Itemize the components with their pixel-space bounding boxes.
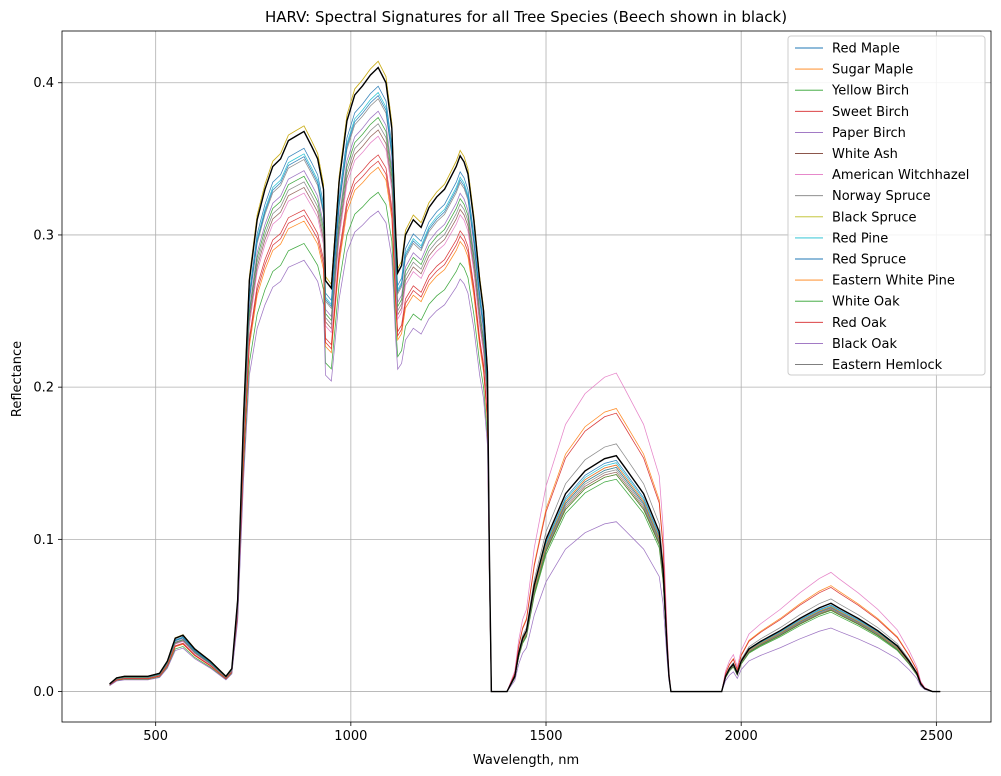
legend-label: Red Oak: [832, 316, 887, 331]
legend-label: Sugar Maple: [832, 63, 913, 78]
x-tick-label: 1000: [334, 729, 367, 744]
y-tick-label: 0.2: [33, 381, 54, 396]
legend-label: Paper Birch: [832, 126, 906, 141]
legend-label: Red Maple: [832, 42, 900, 57]
series-line-eastern-hemlock: [109, 123, 941, 692]
x-tick-label: 2000: [725, 729, 758, 744]
series-line-yellow-birch: [109, 191, 941, 692]
legend-label: White Ash: [832, 147, 898, 162]
plot-frame: [61, 30, 992, 723]
y-tick-label: 0.1: [33, 533, 54, 548]
tick-layer: 500 1000 1500 2000 2500 0.0 0.1 0.2 0.3 0.4: [33, 76, 953, 744]
legend-label: Black Spruce: [832, 210, 917, 225]
legend-label: Black Oak: [832, 337, 898, 352]
legend-box: [787, 35, 986, 376]
legend-label: White Oak: [832, 295, 900, 310]
y-tick-label: 0.0: [33, 685, 54, 700]
series-line-white-oak: [109, 116, 941, 692]
series-line-beech: [109, 66, 941, 693]
y-axis-label: Reflectance: [10, 341, 25, 417]
x-tick-label: 2500: [920, 729, 953, 744]
series-line-eastern-white-pine: [109, 166, 941, 692]
legend-label: Red Pine: [832, 231, 888, 246]
legend-label: Yellow Birch: [831, 84, 909, 99]
legend-label: Red Spruce: [832, 253, 906, 268]
series-line-black-oak: [109, 210, 941, 692]
y-tick-label: 0.4: [33, 76, 54, 91]
x-axis-label: Wavelength, nm: [473, 753, 579, 768]
legend-items: Red Maple Sugar Maple Yellow Birch Sweet Bi…: [795, 42, 969, 373]
legend-label: American Witchhazel: [832, 168, 969, 183]
series-layer: [109, 60, 941, 693]
legend-label: Eastern White Pine: [832, 274, 955, 289]
legend-label: Sweet Birch: [832, 105, 909, 120]
series-line-american-witchhazel: [109, 135, 941, 692]
series-line-red-oak: [109, 160, 941, 692]
legend-label: Eastern Hemlock: [832, 358, 943, 373]
y-tick-label: 0.3: [33, 228, 54, 243]
chart-title: HARV: Spectral Signatures for all Tree S…: [265, 8, 787, 26]
legend: Red Maple Sugar Maple Yellow Birch Sweet Bi…: [787, 35, 986, 376]
plot-area: [109, 60, 941, 693]
x-tick-label: 500: [143, 729, 168, 744]
x-tick-label: 1500: [529, 729, 562, 744]
legend-label: Norway Spruce: [832, 189, 931, 204]
